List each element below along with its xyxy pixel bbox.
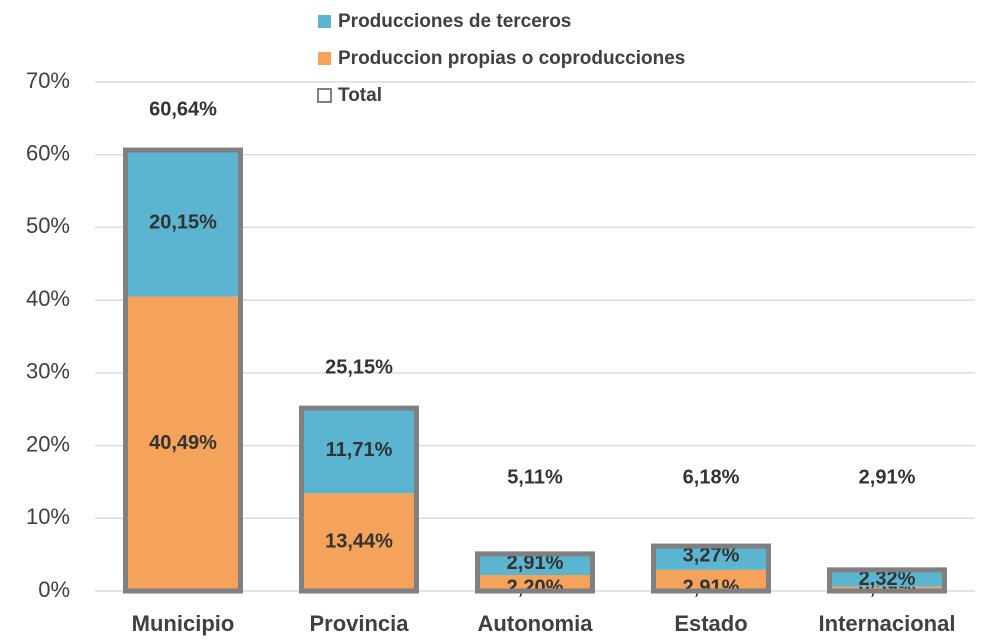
bar-segment [477,575,593,591]
legend-swatch [318,52,331,65]
x-tick-label: Internacional [819,611,956,636]
bar-segment [125,296,241,591]
legend-label: Produccion propias o coproducciones [338,48,685,69]
data-label: 2,20% [507,576,564,598]
y-tick-label: 10% [26,504,70,529]
bar-segment [653,546,769,570]
y-tick-label: 30% [26,359,70,384]
total-label: 2,91% [859,466,916,488]
total-label: 6,18% [683,466,740,488]
bar-segment [301,493,417,591]
y-tick-label: 50% [26,213,70,238]
total-outline [827,567,947,594]
y-tick-label: 60% [26,141,70,166]
y-tick-label: 20% [26,431,70,456]
total-label: 25,15% [325,356,393,378]
bar-segment [301,408,417,494]
total-outline [299,405,419,594]
bar-segment [477,553,593,576]
x-tick-label: Municipio [132,611,235,636]
legend-swatch [317,88,332,103]
bar-segment [653,569,769,591]
data-label: 13,44% [325,530,393,552]
legend-label: Producciones de terceros [338,11,571,32]
x-tick-label: Provincia [309,611,409,636]
x-tick-label: Autonomia [478,611,594,636]
legend-label: Total [338,85,382,106]
data-label: 3,27% [683,544,740,566]
legend-swatch [318,15,331,28]
total-label: 60,64% [149,98,217,120]
total-outline [651,543,771,594]
y-tick-label: 0% [38,577,70,602]
y-tick-label: 40% [26,286,70,311]
total-label: 5,11% [507,466,563,488]
data-label: 2,91% [507,552,564,574]
y-tick-label: 70% [26,68,70,93]
data-label: 2,32% [859,568,916,590]
data-label: 20,15% [149,212,217,234]
data-label: 2,91% [683,576,740,598]
total-outline [475,551,595,594]
x-tick-label: Estado [674,611,747,636]
data-label: 40,49% [149,432,217,454]
total-outline [123,147,243,594]
data-label: 11,71% [326,439,393,461]
bar-segment [829,569,945,587]
bar-segment [125,150,241,297]
